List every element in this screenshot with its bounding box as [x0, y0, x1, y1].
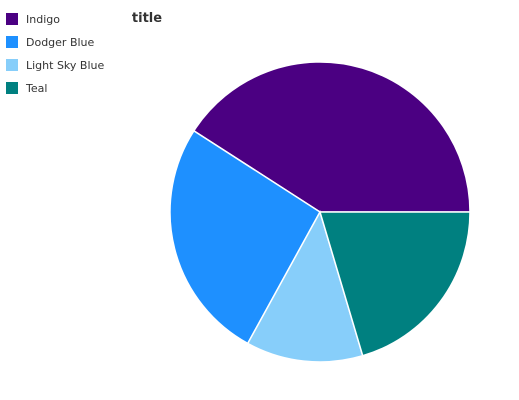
- legend-item-light-sky-blue: Light Sky Blue: [6, 59, 104, 72]
- legend-label: Light Sky Blue: [26, 59, 104, 72]
- legend-swatch: [6, 82, 18, 94]
- legend-swatch: [6, 13, 18, 25]
- pie-slice-light-sky-blue: [246, 210, 364, 363]
- legend-label: Teal: [25, 82, 47, 95]
- legend-label: Dodger Blue: [26, 36, 95, 49]
- pie-slice-dodger-blue: [169, 129, 321, 345]
- pie-slice-teal: [318, 211, 471, 357]
- legend-item-dodger-blue: Dodger Blue: [6, 36, 95, 49]
- legend-label: Indigo: [26, 13, 60, 26]
- chart-title: title: [132, 11, 162, 26]
- legend-swatch: [6, 59, 18, 71]
- legend-item-indigo: Indigo: [6, 13, 60, 26]
- legend-item-teal: Teal: [6, 82, 47, 95]
- legend: Indigo Dodger Blue Light Sky Blue Teal: [6, 13, 104, 95]
- legend-swatch: [6, 36, 18, 48]
- pie-slices: [169, 61, 471, 363]
